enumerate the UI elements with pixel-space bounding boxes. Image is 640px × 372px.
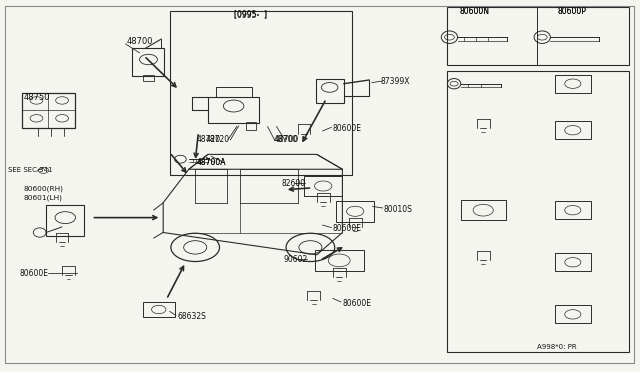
Text: 48720: 48720 <box>206 135 230 144</box>
Text: 80601(LH): 80601(LH) <box>24 195 63 201</box>
Bar <box>132 48 164 76</box>
Text: 80600P: 80600P <box>557 7 586 16</box>
Bar <box>208 97 259 123</box>
Text: A998*0: PR: A998*0: PR <box>537 344 577 350</box>
Bar <box>555 305 591 323</box>
Bar <box>461 200 506 220</box>
Text: 48700A: 48700A <box>197 158 227 167</box>
Text: [0995-  ]: [0995- ] <box>234 10 268 19</box>
Bar <box>315 250 364 271</box>
Text: 48750: 48750 <box>24 93 50 102</box>
Text: 80600E: 80600E <box>333 224 362 233</box>
Text: 87399X: 87399X <box>381 77 410 86</box>
Bar <box>46 205 84 236</box>
Text: 80600E: 80600E <box>333 124 362 133</box>
Bar <box>304 176 342 196</box>
Text: 80010S: 80010S <box>384 205 413 214</box>
Text: 90602: 90602 <box>284 255 308 264</box>
Text: 68632S: 68632S <box>178 312 207 321</box>
Bar <box>555 201 591 219</box>
Bar <box>447 7 629 65</box>
Bar <box>246 122 256 130</box>
Text: 80600N: 80600N <box>460 7 490 16</box>
Bar <box>22 93 75 128</box>
Text: 48700: 48700 <box>273 135 298 144</box>
Bar <box>555 253 591 271</box>
Text: 80600(RH): 80600(RH) <box>24 185 64 192</box>
Bar <box>555 121 591 139</box>
Text: SEE SEC.341: SEE SEC.341 <box>8 167 52 173</box>
Bar <box>316 79 344 103</box>
Bar <box>336 201 374 222</box>
Bar <box>216 87 252 97</box>
Text: 48700A: 48700A <box>197 158 227 167</box>
Text: 82600: 82600 <box>282 179 306 187</box>
Text: 80600E: 80600E <box>19 269 48 278</box>
Text: 48720: 48720 <box>197 135 221 144</box>
Bar <box>447 71 629 352</box>
Text: 48700: 48700 <box>275 135 299 144</box>
Text: 80600P: 80600P <box>557 7 586 16</box>
Bar <box>143 75 154 81</box>
Text: 80600E: 80600E <box>342 299 371 308</box>
Bar <box>170 11 352 175</box>
Text: 80600N: 80600N <box>460 7 490 16</box>
Text: 48700: 48700 <box>127 37 153 46</box>
Bar <box>143 302 175 317</box>
Bar <box>555 75 591 93</box>
Text: [0995-  ]: [0995- ] <box>234 9 268 18</box>
